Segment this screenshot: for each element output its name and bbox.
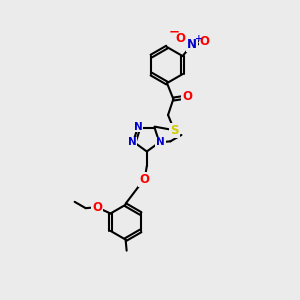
Text: −: − xyxy=(169,26,180,39)
Text: N: N xyxy=(187,38,197,51)
Text: S: S xyxy=(170,124,179,137)
Text: O: O xyxy=(92,201,102,214)
Text: N: N xyxy=(128,137,136,147)
Text: +: + xyxy=(195,34,203,43)
Text: O: O xyxy=(182,90,192,104)
Text: N: N xyxy=(156,137,165,147)
Text: O: O xyxy=(139,172,149,186)
Text: O: O xyxy=(200,35,209,48)
Text: O: O xyxy=(176,32,185,44)
Text: N: N xyxy=(134,122,142,132)
